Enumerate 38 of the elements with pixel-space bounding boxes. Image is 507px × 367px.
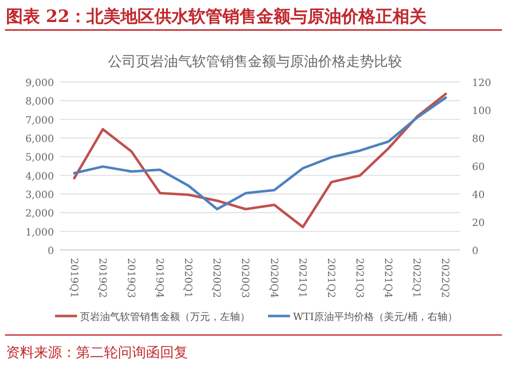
y2-tick-label: 20 bbox=[472, 218, 485, 229]
x-tick-label: 2021Q2 bbox=[324, 258, 336, 298]
chart-subtitle: 公司页岩油气软管销售金额与原油价格走势比较 bbox=[108, 54, 402, 70]
x-tick-label: 2021Q3 bbox=[354, 258, 364, 298]
x-tick-label: 2021Q4 bbox=[382, 258, 394, 298]
y-tick-label: 9,000 bbox=[25, 78, 54, 89]
x-tick-label: 2021Q1 bbox=[296, 258, 308, 298]
x-tick-label: 2020Q2 bbox=[210, 258, 222, 298]
x-tick-label: 2020Q1 bbox=[182, 258, 194, 298]
y2-tick-label: 40 bbox=[472, 190, 485, 201]
x-tick-label: 2019Q2 bbox=[96, 258, 108, 298]
y2-tick-label: 80 bbox=[472, 134, 485, 145]
y2-tick-label: 100 bbox=[472, 106, 492, 117]
x-tick-label: 2019Q3 bbox=[124, 258, 136, 298]
text: 资料来源：第二轮问询函回复 bbox=[6, 345, 188, 361]
y-tick-label: 0 bbox=[48, 246, 54, 257]
y2-tick-label: 60 bbox=[472, 162, 485, 173]
x-tick-label: 2022Q1 bbox=[410, 258, 422, 298]
y-tick-label: 8,000 bbox=[25, 96, 54, 108]
x-tick-label: 2020Q4 bbox=[268, 258, 279, 298]
chart-title: 图表 22：北美地区供水软管销售金额与原油价格正相关 bbox=[6, 7, 427, 27]
x-tick-label: 2020Q3 bbox=[239, 258, 250, 298]
line-series bbox=[73, 96, 447, 210]
y2-tick-label: 120 bbox=[472, 78, 492, 89]
y-tick-label: 6,000 bbox=[25, 134, 54, 145]
legend-label: 页岩油气软管销售金额（万元，左轴） bbox=[80, 311, 250, 323]
legend-label: WTI原油平均价格（美元/桶，右轴） bbox=[293, 311, 458, 323]
x-tick-label: 2022Q2 bbox=[439, 258, 450, 298]
y-tick-label: 2,000 bbox=[25, 208, 54, 220]
line-series bbox=[73, 92, 447, 228]
y-tick-label: 3,000 bbox=[25, 190, 54, 201]
y-tick-label: 1,000 bbox=[25, 227, 54, 238]
y-tick-label: 5,000 bbox=[25, 152, 54, 164]
x-tick-label: 2019Q1 bbox=[68, 258, 79, 298]
y2-tick-label: 0 bbox=[472, 246, 478, 257]
x-tick-label: 2019Q4 bbox=[154, 258, 164, 298]
y-tick-label: 4,000 bbox=[25, 171, 54, 182]
y-tick-label: 7,000 bbox=[25, 115, 54, 126]
